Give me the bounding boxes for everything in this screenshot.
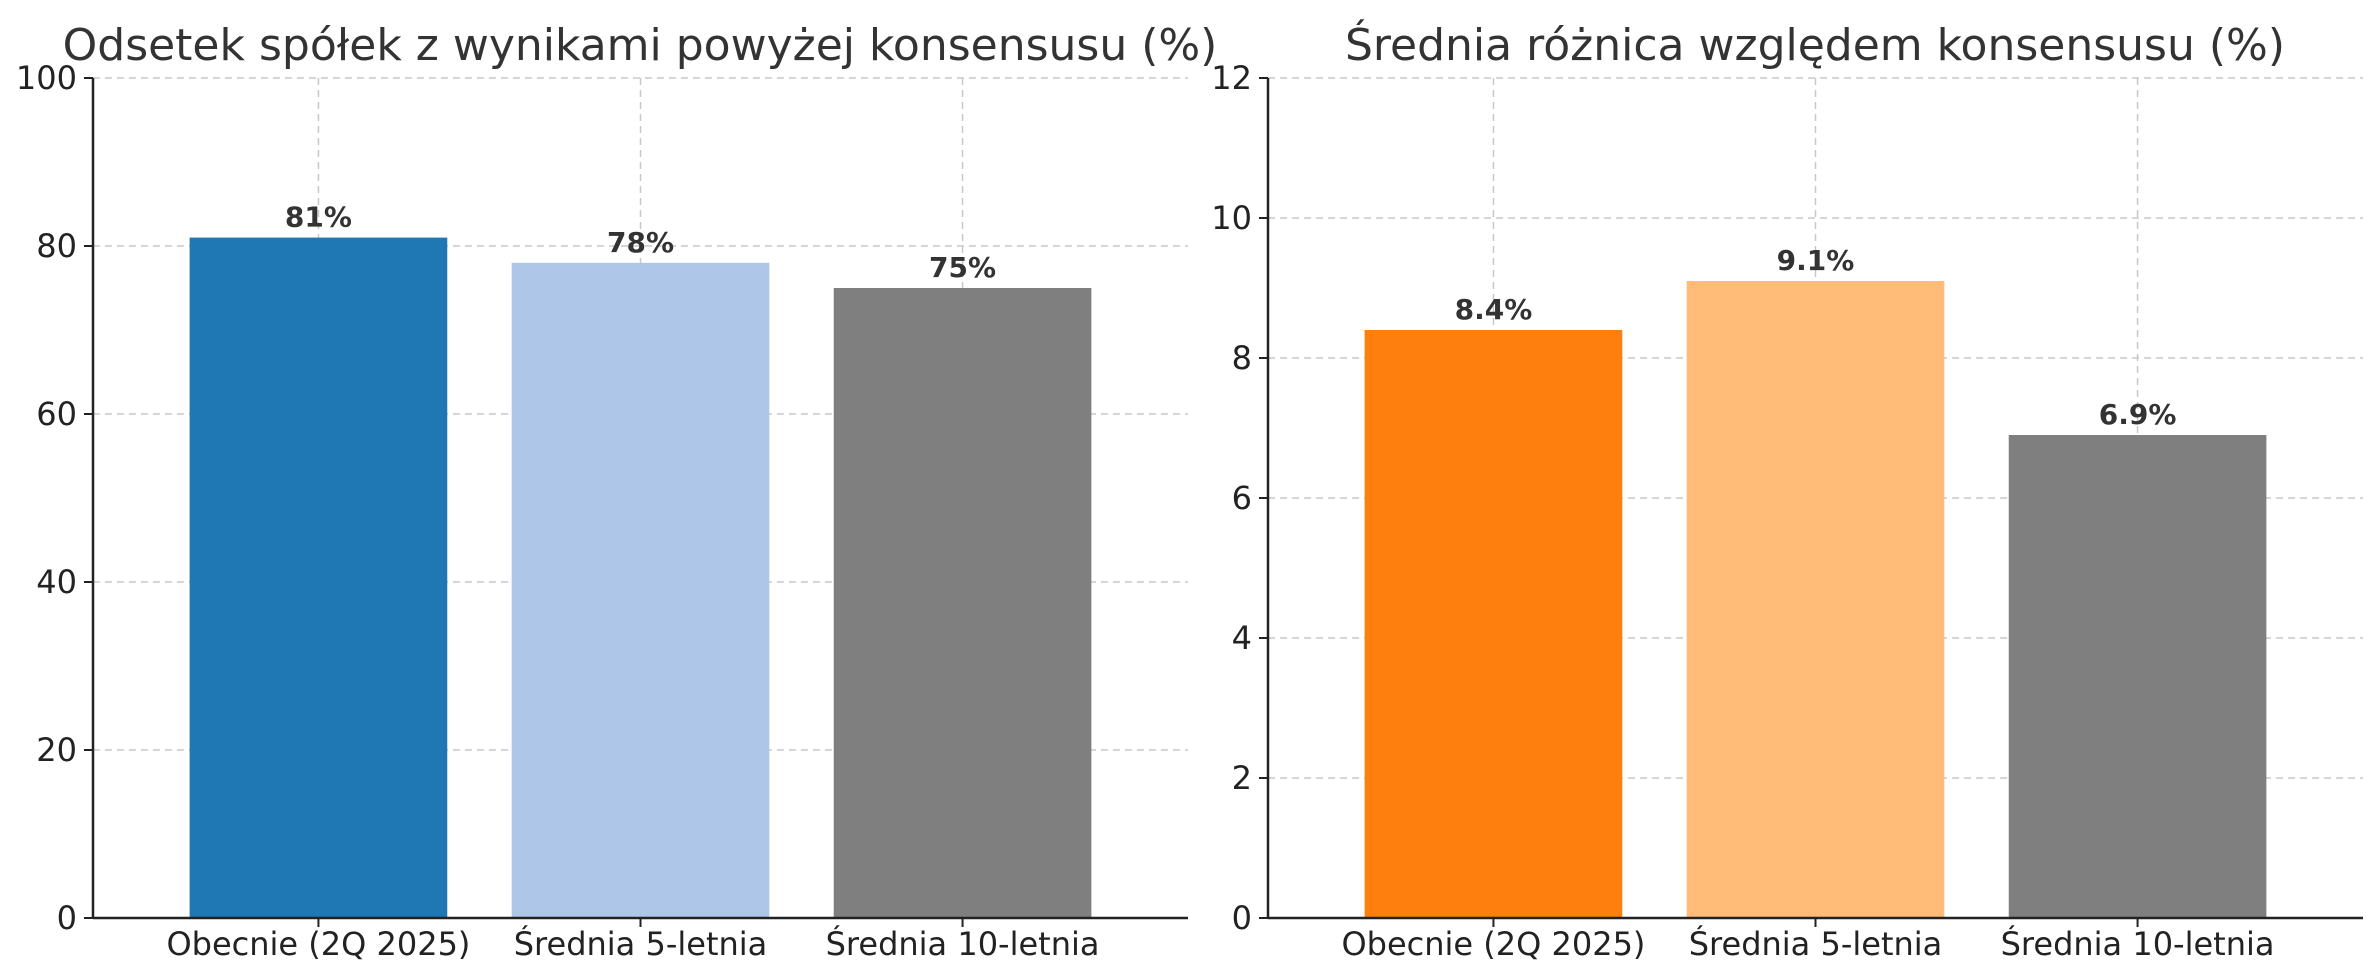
bar bbox=[1686, 281, 1945, 918]
y-tick-label: 40 bbox=[36, 563, 77, 601]
x-tick-label: Średnia 10-letnia bbox=[826, 924, 1100, 963]
bars bbox=[1364, 281, 2267, 918]
bar bbox=[1364, 330, 1623, 918]
bar bbox=[2008, 435, 2267, 918]
bar-value-label: 81% bbox=[285, 201, 352, 234]
y-tick-label: 20 bbox=[36, 731, 77, 769]
y-tick-label: 0 bbox=[57, 899, 77, 937]
axes: 0 20 40 60 80 100 Obecnie (2Q 2025) Średnia 5-l… bbox=[16, 59, 1188, 963]
y-tick-label: 6 bbox=[1232, 479, 1252, 517]
x-tick-label: Obecnie (2Q 2025) bbox=[1341, 925, 1645, 963]
y-tick-label: 8 bbox=[1232, 339, 1252, 377]
data-labels: 81% 78% 75% bbox=[285, 201, 996, 284]
bar bbox=[189, 237, 448, 919]
bar bbox=[833, 288, 1092, 918]
y-tick-label: 2 bbox=[1232, 759, 1252, 797]
bar-value-label: 6.9% bbox=[2099, 398, 2177, 431]
x-tick-label: Średnia 5-letnia bbox=[514, 924, 768, 963]
axes: 0 2 4 6 8 10 12 Obecnie (2Q 2025) Średnia 5-letn… bbox=[1211, 59, 2363, 963]
chart-companies-above-consensus: Odsetek spółek z wynikami powyżej konsen… bbox=[16, 20, 1217, 963]
y-tick-label: 10 bbox=[1211, 199, 1252, 237]
x-tick-label: Średnia 5-letnia bbox=[1689, 924, 1943, 963]
y-tick-label: 12 bbox=[1211, 59, 1252, 97]
bar-value-label: 9.1% bbox=[1777, 244, 1855, 277]
y-tick-label: 0 bbox=[1232, 899, 1252, 937]
bar-value-label: 8.4% bbox=[1455, 293, 1533, 326]
y-tick-label: 100 bbox=[16, 59, 77, 97]
bar-value-label: 78% bbox=[607, 226, 674, 259]
y-tick-label: 60 bbox=[36, 395, 77, 433]
y-tick-label: 4 bbox=[1232, 619, 1252, 657]
bars bbox=[189, 237, 1092, 919]
y-tick-label: 80 bbox=[36, 227, 77, 265]
chart-title: Średnia różnica względem konsensusu (%) bbox=[1345, 18, 2285, 71]
bar bbox=[511, 262, 770, 918]
data-labels: 8.4% 9.1% 6.9% bbox=[1455, 244, 2177, 431]
x-tick-label: Obecnie (2Q 2025) bbox=[166, 925, 470, 963]
bar-value-label: 75% bbox=[929, 251, 996, 284]
chart-title: Odsetek spółek z wynikami powyżej konsen… bbox=[63, 20, 1218, 71]
x-tick-label: Średnia 10-letnia bbox=[2001, 924, 2275, 963]
chart-average-surprise: Średnia różnica względem konsensusu (%) … bbox=[1211, 18, 2363, 963]
